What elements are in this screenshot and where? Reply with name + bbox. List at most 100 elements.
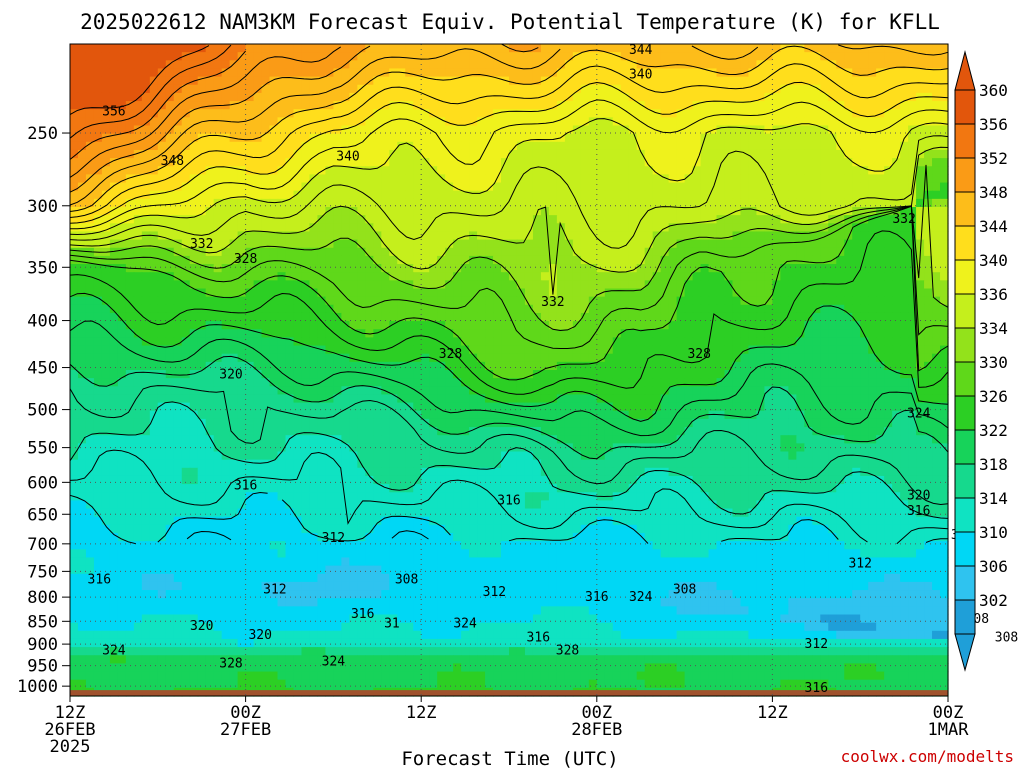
heatmap-cell xyxy=(117,247,127,257)
heatmap-cell xyxy=(588,370,598,379)
heatmap-cell xyxy=(141,345,151,355)
heatmap-cell xyxy=(101,378,111,387)
heatmap-cell xyxy=(524,378,534,387)
heatmap-cell xyxy=(477,272,486,281)
heatmap-cell xyxy=(405,304,414,314)
heatmap-cell xyxy=(213,68,223,78)
heatmap-cell xyxy=(636,166,646,175)
heatmap-cell xyxy=(461,158,470,167)
heatmap-cell xyxy=(133,247,143,257)
heatmap-cell xyxy=(532,304,542,314)
heatmap-cell xyxy=(756,353,766,363)
heatmap-cell xyxy=(485,44,494,53)
heatmap-cell xyxy=(349,378,358,387)
heatmap-cell xyxy=(604,239,614,249)
heatmap-cell xyxy=(469,76,478,86)
heatmap-cell xyxy=(812,231,821,241)
heatmap-cell xyxy=(325,198,334,208)
heatmap-cell xyxy=(301,174,311,184)
heatmap-cell xyxy=(516,361,526,371)
heatmap-cell xyxy=(445,52,454,61)
heatmap-cell xyxy=(644,255,654,265)
heatmap-cell xyxy=(820,394,829,404)
heatmap-cell xyxy=(405,321,414,330)
heatmap-cell xyxy=(285,133,295,143)
heatmap-cell xyxy=(261,378,271,387)
heatmap-cell xyxy=(325,288,334,298)
heatmap-cell xyxy=(325,386,334,396)
heatmap-cell xyxy=(213,223,223,233)
heatmap-cell xyxy=(724,215,734,224)
heatmap-cell xyxy=(429,207,438,216)
heatmap-cell xyxy=(237,215,247,224)
heatmap-cell xyxy=(644,125,654,135)
heatmap-cell xyxy=(229,410,239,420)
heatmap-cell xyxy=(924,182,933,192)
heatmap-cell xyxy=(269,149,279,159)
heatmap-cell xyxy=(716,92,726,102)
heatmap-cell xyxy=(524,158,534,167)
heatmap-cell xyxy=(532,190,542,200)
heatmap-cell xyxy=(349,296,358,306)
heatmap-cell xyxy=(748,255,758,265)
heatmap-cell xyxy=(165,272,175,281)
heatmap-cell xyxy=(365,190,374,200)
heatmap-cell xyxy=(748,288,758,298)
heatmap-cell xyxy=(501,231,510,241)
heatmap-cell xyxy=(453,92,462,102)
heatmap-cell xyxy=(237,125,247,135)
heatmap-cell xyxy=(165,296,175,306)
heatmap-cell xyxy=(93,92,103,102)
heatmap-cell xyxy=(836,353,845,363)
heatmap-cell xyxy=(253,101,263,110)
heatmap-cell xyxy=(245,402,255,412)
heatmap-cell xyxy=(700,215,710,224)
heatmap-cell xyxy=(868,288,877,298)
heatmap-cell xyxy=(77,149,87,159)
heatmap-cell xyxy=(844,52,853,61)
heatmap-cell xyxy=(516,255,526,265)
heatmap-cell xyxy=(628,247,638,257)
heatmap-cell xyxy=(341,353,350,363)
heatmap-cell xyxy=(900,378,909,387)
heatmap-cell xyxy=(85,109,95,118)
heatmap-cell xyxy=(293,52,303,61)
heatmap-cell xyxy=(668,52,678,61)
heatmap-cell xyxy=(509,370,518,379)
heatmap-cell xyxy=(141,76,151,86)
heatmap-cell xyxy=(229,402,239,412)
heatmap-cell xyxy=(77,312,87,322)
heatmap-cell xyxy=(788,337,797,347)
heatmap-cell xyxy=(181,386,191,396)
heatmap-cell xyxy=(724,174,734,184)
heatmap-cell xyxy=(389,394,398,404)
heatmap-cell xyxy=(245,109,255,118)
heatmap-cell xyxy=(668,215,678,224)
heatmap-cell xyxy=(892,255,901,265)
heatmap-cell xyxy=(732,109,742,118)
heatmap-cell xyxy=(908,353,917,363)
heatmap-cell xyxy=(860,223,869,233)
heatmap-cell xyxy=(764,76,773,86)
heatmap-cell xyxy=(620,101,630,110)
heatmap-cell xyxy=(245,394,255,404)
heatmap-cell xyxy=(924,288,933,298)
heatmap-cell xyxy=(421,92,430,102)
heatmap-cell xyxy=(676,182,686,192)
heatmap-cell xyxy=(77,125,87,135)
heatmap-cell xyxy=(836,190,845,200)
heatmap-cell xyxy=(141,361,151,371)
heatmap-cell xyxy=(333,255,342,265)
heatmap-cell xyxy=(540,68,550,78)
heatmap-cell xyxy=(285,101,295,110)
heatmap-cell xyxy=(429,52,438,61)
heatmap-cell xyxy=(628,52,638,61)
heatmap-cell xyxy=(437,182,446,192)
heatmap-cell xyxy=(341,215,350,224)
heatmap-cell xyxy=(828,207,837,216)
heatmap-cell xyxy=(85,239,95,249)
heatmap-cell xyxy=(269,76,279,86)
heatmap-cell xyxy=(229,386,239,396)
heatmap-cell xyxy=(405,410,414,420)
heatmap-cell xyxy=(349,109,358,118)
